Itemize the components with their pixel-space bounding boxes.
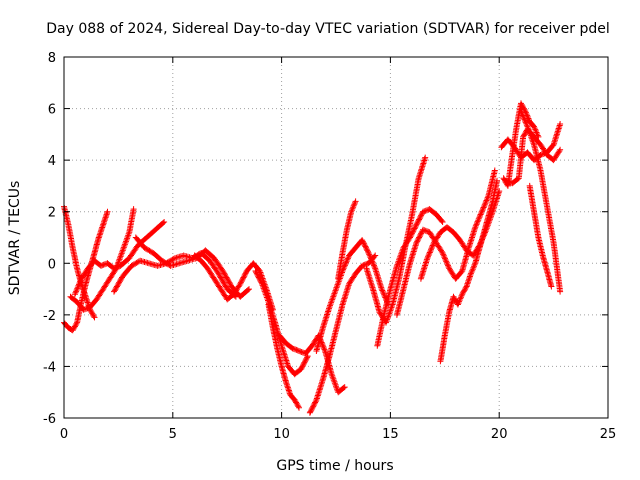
series-markers [191, 252, 276, 313]
series-arc11 [306, 252, 379, 416]
chart-title: Day 088 of 2024, Sidereal Day-to-day VTE… [46, 21, 610, 37]
y-tick-label: -6 [43, 412, 56, 427]
series-markers [71, 219, 168, 298]
series-markers [393, 167, 498, 318]
plot-frame [63, 56, 609, 419]
x-tick-label: 15 [382, 427, 399, 442]
series-arc22 [518, 108, 564, 295]
grid [64, 57, 608, 418]
series-arc13 [335, 198, 359, 282]
series-markers [306, 252, 379, 416]
y-tick-label: 2 [48, 206, 56, 221]
x-tick-label: 10 [273, 427, 290, 442]
series-markers [265, 301, 302, 411]
x-tick-label: 5 [169, 427, 177, 442]
series-arc7 [191, 252, 276, 313]
y-tick-label: 0 [48, 257, 56, 272]
series-arc9 [265, 301, 302, 411]
y-tick-label: 6 [48, 103, 56, 118]
series-markers [518, 108, 564, 295]
series-arc12 [313, 237, 392, 354]
y-tick-label: 4 [48, 154, 56, 169]
series-markers [437, 177, 500, 365]
y-tick-label: -4 [43, 360, 56, 375]
data-points [61, 100, 564, 416]
y-tick-label: -2 [43, 309, 56, 324]
x-tick-label: 25 [600, 427, 617, 442]
x-tick-label: 20 [491, 427, 508, 442]
series-arc16 [393, 167, 498, 318]
series-markers [313, 237, 392, 354]
x-tick-label: 0 [60, 427, 68, 442]
series-arc23 [526, 182, 555, 290]
series-markers [374, 206, 446, 349]
series-arc18 [437, 177, 500, 365]
series-markers [335, 198, 359, 282]
y-tick-label: 8 [48, 51, 56, 66]
series-markers [526, 182, 555, 290]
y-axis-title: SDTVAR / TECUs [7, 181, 23, 296]
series-arc15 [374, 206, 446, 349]
x-axis-title: GPS time / hours [276, 458, 393, 474]
series-arc4 [71, 219, 168, 298]
axis-ticks: 0 5 10 15 20 25 -6 -4 -2 0 2 4 6 8 [43, 51, 616, 442]
